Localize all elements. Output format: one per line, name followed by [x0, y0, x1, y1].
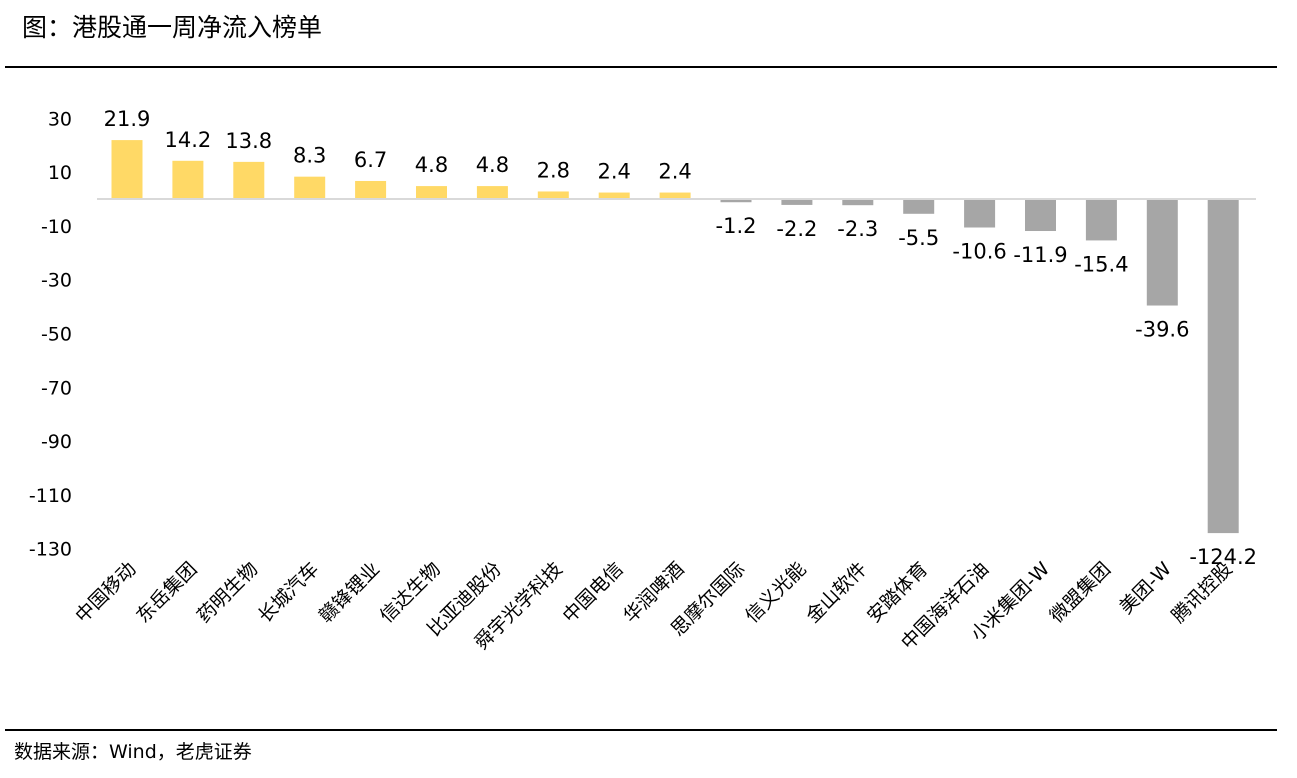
bar	[964, 199, 996, 228]
bar	[781, 199, 813, 205]
bar	[1085, 199, 1117, 241]
data-label: -5.5	[898, 226, 939, 250]
data-label: -15.4	[1074, 252, 1128, 276]
data-label: 2.4	[597, 160, 630, 184]
bar	[416, 186, 447, 199]
data-label: 21.9	[104, 107, 151, 131]
x-tick-label: 东岳集团	[132, 558, 201, 627]
bar	[1146, 199, 1178, 306]
top-divider	[5, 66, 1277, 68]
x-tick-label: 信义光能	[741, 558, 810, 627]
data-label: -2.2	[776, 217, 817, 241]
bottom-divider	[5, 729, 1277, 731]
data-label: 13.8	[225, 129, 272, 153]
bar-chart: 30 10 -10 -30 -50 -70 -90 -110 -130 21.9 14.2 13.8…	[29, 107, 1257, 654]
data-label: -10.6	[952, 240, 1006, 264]
x-tick-label: 中国电信	[558, 558, 627, 627]
x-tick-label: 美团-W	[1115, 558, 1176, 619]
data-label: -124.2	[1189, 545, 1257, 569]
y-tick-label: -130	[29, 539, 72, 561]
data-label: 4.8	[415, 153, 448, 177]
bar	[355, 180, 387, 199]
data-labels: 21.9 14.2 13.8 8.3 6.7 4.8 4.8 2.8 2.4 2.4 -1.2 -2.…	[104, 107, 1257, 569]
y-tick-label: 10	[48, 162, 72, 184]
bar	[476, 186, 508, 199]
data-label: 4.8	[476, 153, 509, 177]
data-label: -11.9	[1013, 243, 1067, 267]
bar	[172, 160, 204, 199]
x-tick-label: 微盟集团	[1046, 558, 1115, 627]
y-axis-ticks: 30 10 -10 -30 -50 -70 -90 -110 -130	[29, 108, 72, 560]
bar	[659, 192, 691, 199]
y-tick-label: -30	[41, 270, 72, 292]
x-tick-label: 中国移动	[71, 558, 140, 627]
bar	[903, 199, 935, 214]
x-tick-label: 金山软件	[802, 558, 871, 627]
bar	[1025, 199, 1056, 232]
data-label: -39.6	[1135, 318, 1189, 342]
x-axis-labels: 中国移动东岳集团药明生物长城汽车赣锋锂业信达生物比亚迪股份舜宇光学科技中国电信华…	[71, 558, 1237, 654]
bar	[842, 199, 874, 206]
bars	[111, 140, 1239, 534]
source-note: 数据来源：Wind，老虎证券	[14, 741, 252, 763]
bar	[294, 176, 326, 199]
data-label: -1.2	[716, 214, 757, 238]
y-tick-label: -90	[41, 431, 72, 453]
x-tick-label: 药明生物	[193, 558, 262, 627]
data-label: 2.8	[537, 158, 570, 182]
y-tick-label: -50	[41, 324, 72, 346]
bar	[111, 140, 143, 199]
x-tick-label: 长城汽车	[254, 558, 323, 627]
bar	[598, 192, 630, 199]
y-tick-label: -70	[41, 377, 72, 399]
data-label: 14.2	[165, 128, 212, 152]
bar	[1207, 199, 1239, 534]
bar	[233, 161, 265, 199]
y-tick-label: 30	[48, 108, 72, 130]
x-tick-label: 赣锋锂业	[315, 558, 384, 627]
data-label: 6.7	[354, 148, 387, 172]
data-label: -2.3	[837, 217, 878, 241]
data-label: 8.3	[293, 144, 326, 168]
data-label: 2.4	[658, 160, 691, 184]
y-tick-label: -10	[41, 216, 72, 238]
chart-title: 图：港股通一周净流入榜单	[22, 13, 323, 42]
y-tick-label: -110	[29, 485, 72, 507]
bar	[720, 199, 752, 203]
bar	[537, 191, 569, 199]
